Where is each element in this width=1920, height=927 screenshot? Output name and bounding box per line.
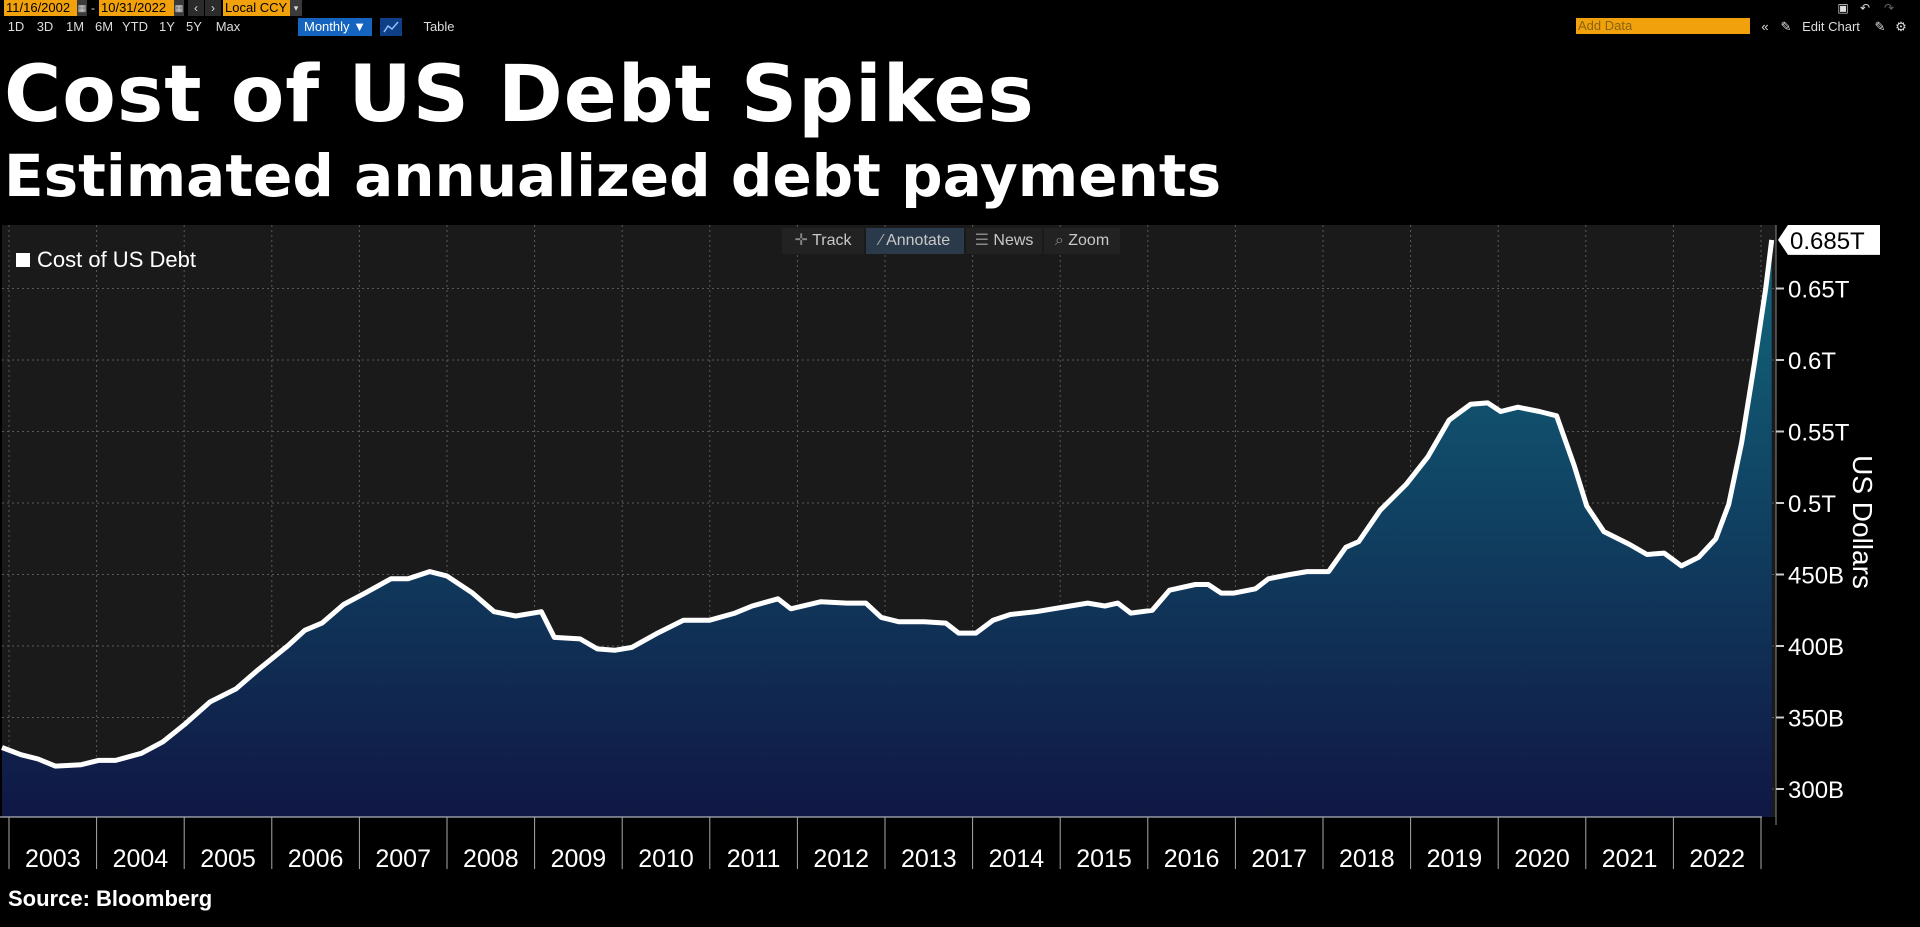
news-label: News (993, 232, 1034, 249)
window-icon[interactable]: ▣ (1837, 1, 1849, 15)
chart-title: Cost of US Debt Spikes (4, 50, 1035, 140)
annotate-button[interactable]: ⁄ Annotate (866, 228, 964, 254)
track-label: Track (812, 232, 852, 249)
x-tick-label: 2008 (463, 845, 519, 873)
y-tick-label: 0.6T (1788, 348, 1836, 375)
period-button-5y[interactable]: 5Y (186, 19, 202, 34)
period-button-1m[interactable]: 1M (65, 19, 85, 34)
x-tick-label: 2018 (1339, 845, 1395, 873)
x-tick-label: 2005 (200, 845, 256, 873)
frequency-select[interactable]: Monthly ▼ (298, 18, 372, 36)
x-tick-label: 2016 (1164, 845, 1220, 873)
edit-chart-button[interactable]: Edit Chart (1802, 19, 1860, 34)
period-button-3d[interactable]: 3D (36, 19, 54, 34)
track-button[interactable]: ✛ Track (782, 228, 864, 254)
prev-arrow-icon[interactable]: ‹ (188, 0, 204, 16)
collapse-icon[interactable]: « (1761, 19, 1769, 34)
y-tick-label: 300B (1788, 777, 1844, 804)
y-tick-label: 0.5T (1788, 491, 1836, 518)
gear-icon[interactable]: ⚙ (1895, 19, 1907, 34)
x-tick-label: 2010 (638, 845, 694, 873)
legend-label: Cost of US Debt (37, 247, 196, 272)
add-data-input[interactable]: Add Data (1576, 18, 1750, 34)
series-area (2, 239, 1772, 817)
y-tick-label: 0.65T (1788, 277, 1850, 304)
x-tick-label: 2009 (551, 845, 607, 873)
calendar-icon[interactable]: ▦ (77, 0, 87, 16)
y-axis-label: US Dollars (1847, 455, 1878, 589)
toolbar: 11/16/2002 ▦ - 10/31/2022 ▦ ‹ › Local CC… (0, 0, 1920, 36)
period-button-6m[interactable]: 6M (94, 19, 114, 34)
pencil-icon: ✎ (1780, 19, 1792, 34)
last-value-label: 0.685T (1790, 228, 1865, 255)
redo-icon[interactable]: ↷ (1883, 1, 1895, 15)
x-tick-label: 2015 (1076, 845, 1132, 873)
start-date-field[interactable]: 11/16/2002 (4, 0, 78, 16)
x-tick-label: 2020 (1514, 845, 1570, 873)
period-button-1y[interactable]: 1Y (159, 19, 175, 34)
x-tick-label: 2011 (727, 845, 781, 873)
period-button-ytd[interactable]: YTD (122, 19, 148, 34)
period-button-max[interactable]: Max (215, 19, 241, 34)
x-tick-label: 2003 (25, 845, 81, 873)
x-tick-label: 2013 (901, 845, 957, 873)
dropdown-arrow-icon[interactable]: ▾ (290, 0, 302, 16)
x-tick-label: 2014 (989, 845, 1045, 873)
x-tick-label: 2006 (288, 845, 344, 873)
x-tick-label: 2012 (813, 845, 869, 873)
y-tick-label: 350B (1788, 706, 1844, 733)
next-arrow-icon[interactable]: › (205, 0, 221, 16)
y-tick-label: 0.55T (1788, 420, 1850, 447)
period-button-1d[interactable]: 1D (7, 19, 25, 34)
series-line (1, 239, 1775, 769)
y-tick-label: 400B (1788, 634, 1844, 661)
source-note: Source: Bloomberg (8, 886, 213, 911)
news-button[interactable]: ☰ News (966, 228, 1042, 254)
x-tick-label: 2019 (1427, 845, 1483, 873)
table-button[interactable]: Table (423, 19, 455, 34)
chart-subtitle: Estimated annualized debt payments (4, 142, 1222, 210)
news-icon: ☰ (974, 232, 994, 249)
x-tick-label: 2021 (1602, 845, 1658, 873)
x-tick-label: 2004 (113, 845, 169, 873)
line-chart-icon[interactable] (380, 18, 402, 36)
x-tick-label: 2022 (1689, 845, 1745, 873)
edit-icon[interactable]: ✎ (1874, 19, 1886, 34)
search-icon: ⌕ (1054, 232, 1069, 249)
annotate-icon: ⁄ (879, 232, 887, 249)
undo-icon[interactable]: ↶ (1859, 1, 1871, 15)
last-value-marker: 0.685T (1778, 224, 1880, 255)
date-separator: - (91, 1, 95, 15)
x-tick-label: 2017 (1251, 845, 1307, 873)
y-tick-label: 450B (1788, 563, 1844, 590)
zoom-label: Zoom (1068, 232, 1110, 249)
calendar-icon[interactable]: ▦ (174, 0, 184, 16)
x-tick-label: 2007 (375, 845, 431, 873)
crosshair-icon: ✛ (794, 232, 813, 249)
zoom-button[interactable]: ⌕ Zoom (1044, 228, 1120, 254)
currency-select[interactable]: Local CCY (223, 0, 291, 16)
annotate-label: Annotate (886, 232, 951, 249)
legend-swatch (16, 253, 30, 267)
end-date-field[interactable]: 10/31/2022 (99, 0, 175, 16)
